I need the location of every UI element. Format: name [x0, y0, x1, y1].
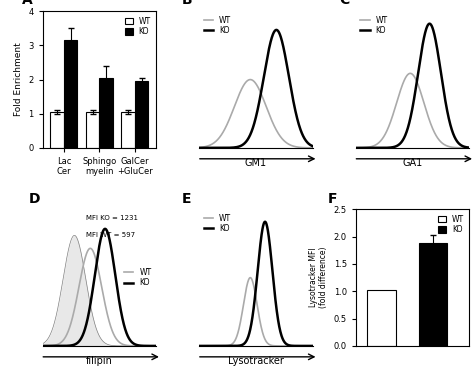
- WT: [251, 79, 257, 84]
- WT: [408, 71, 413, 76]
- Text: MFI KO = 1231: MFI KO = 1231: [86, 215, 138, 221]
- Bar: [135, 81, 148, 148]
- WT: [258, 323, 264, 327]
- KO: [262, 220, 268, 224]
- Legend: WT, KO: WT, KO: [203, 213, 232, 234]
- WT: [290, 344, 295, 348]
- WT: [247, 275, 253, 280]
- KO: [258, 92, 264, 97]
- Text: filipin: filipin: [86, 356, 113, 366]
- Line: KO: KO: [199, 30, 313, 148]
- Legend: WT, KO: WT, KO: [123, 15, 152, 38]
- WT: [464, 146, 470, 150]
- WT: [446, 144, 452, 149]
- Text: Lysotracker: Lysotracker: [228, 356, 284, 366]
- Bar: [50, 112, 64, 148]
- Bar: [367, 290, 396, 346]
- WT: [264, 106, 270, 111]
- KO: [464, 145, 470, 150]
- KO: [264, 224, 270, 228]
- WT: [307, 344, 313, 348]
- KO: [196, 344, 202, 348]
- KO: [258, 240, 264, 244]
- KO: [414, 77, 420, 82]
- KO: [264, 58, 270, 62]
- KO: [290, 344, 295, 348]
- KO: [353, 146, 359, 150]
- WT: [310, 344, 316, 348]
- Y-axis label: Fold Enrichment: Fold Enrichment: [14, 43, 23, 117]
- WT: [258, 91, 264, 96]
- Text: A: A: [22, 0, 33, 8]
- KO: [310, 144, 316, 149]
- Bar: [64, 40, 77, 148]
- Text: GM1: GM1: [245, 158, 267, 168]
- KO: [408, 116, 413, 120]
- Y-axis label: Lysotracker MFI
(fold difference): Lysotracker MFI (fold difference): [309, 247, 328, 308]
- WT: [466, 146, 472, 150]
- Legend: WT, KO: WT, KO: [437, 213, 465, 236]
- KO: [407, 119, 412, 123]
- WT: [250, 79, 256, 83]
- Text: C: C: [339, 0, 349, 8]
- KO: [307, 143, 313, 147]
- WT: [415, 81, 420, 85]
- Text: F: F: [328, 191, 337, 206]
- Text: D: D: [29, 191, 41, 206]
- Line: WT: WT: [199, 277, 313, 346]
- KO: [250, 310, 256, 315]
- Legend: WT, KO: WT, KO: [123, 267, 152, 288]
- Text: E: E: [182, 191, 191, 206]
- WT: [247, 77, 253, 82]
- Bar: [86, 112, 100, 148]
- Text: B: B: [182, 0, 193, 8]
- KO: [251, 123, 256, 127]
- WT: [290, 144, 295, 148]
- WT: [310, 146, 316, 150]
- Bar: [100, 78, 113, 148]
- KO: [420, 39, 426, 43]
- Legend: WT, KO: WT, KO: [360, 15, 389, 36]
- KO: [307, 344, 313, 348]
- WT: [408, 71, 413, 76]
- KO: [290, 94, 295, 99]
- WT: [251, 285, 257, 290]
- Line: KO: KO: [356, 24, 469, 148]
- KO: [273, 28, 279, 32]
- KO: [196, 146, 202, 150]
- WT: [250, 282, 256, 287]
- WT: [307, 146, 313, 150]
- KO: [466, 146, 472, 150]
- Line: WT: WT: [356, 73, 469, 148]
- WT: [264, 340, 270, 345]
- Line: KO: KO: [199, 222, 313, 346]
- Line: WT: WT: [199, 80, 313, 148]
- KO: [250, 125, 256, 129]
- KO: [310, 344, 316, 348]
- WT: [196, 344, 202, 348]
- Legend: WT, KO: WT, KO: [203, 15, 232, 36]
- WT: [407, 71, 412, 76]
- WT: [421, 99, 427, 104]
- KO: [251, 305, 256, 309]
- Text: GA1: GA1: [402, 158, 423, 168]
- WT: [196, 145, 202, 150]
- KO: [446, 117, 452, 122]
- Bar: [419, 243, 447, 346]
- Text: MFI WT = 597: MFI WT = 597: [86, 232, 135, 238]
- Bar: [121, 112, 135, 148]
- KO: [427, 21, 432, 26]
- WT: [353, 146, 359, 150]
